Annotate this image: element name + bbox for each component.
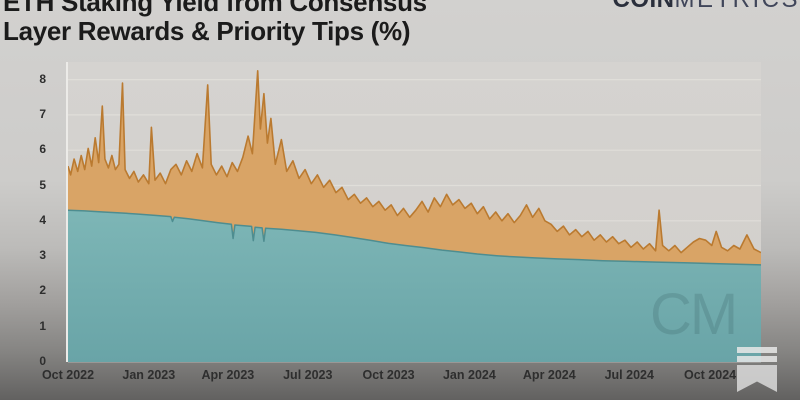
y-axis-label-2: 2 <box>39 283 46 298</box>
consensus-area <box>68 210 761 362</box>
bookmark-ribbon <box>737 365 777 392</box>
y-axis-label-4: 4 <box>39 212 46 227</box>
logo-text-metrics: METRICS <box>675 0 800 13</box>
cm-watermark: CM <box>650 282 738 347</box>
y-axis-label-8: 8 <box>39 71 46 86</box>
staking-yield-area-chart <box>68 70 761 362</box>
tips-line <box>68 70 761 254</box>
x-axis-label-jan-2024: Jan 2024 <box>442 368 496 382</box>
bookmark-bar-1 <box>737 347 777 353</box>
x-axis-label-oct-2023: Oct 2023 <box>362 368 415 382</box>
x-axis-label-oct-2024: Oct 2024 <box>683 368 737 382</box>
x-axis-label-jul-2024: Jul 2024 <box>604 368 654 382</box>
chart-title-line1: ETH Staking Yield from Consensus <box>3 0 427 17</box>
y-axis-label-3: 3 <box>39 248 46 263</box>
bookmark-icon[interactable] <box>737 347 777 393</box>
bookmark-bar-2 <box>737 356 777 362</box>
y-axis-label-7: 7 <box>39 106 46 121</box>
x-axis-label-apr-2023: Apr 2023 <box>201 368 255 382</box>
chart-title-line2: Layer Rewards & Priority Tips (%) <box>3 16 411 46</box>
chart-title: ETH Staking Yield from Consensus Layer R… <box>3 0 523 46</box>
x-axis-label-apr-2024: Apr 2024 <box>522 368 576 382</box>
y-axis-label-6: 6 <box>39 142 46 157</box>
y-axis-label-5: 5 <box>39 177 46 192</box>
consensus-line <box>68 209 761 266</box>
coinmetrics-logo: COINMETRICS <box>613 0 800 12</box>
logo-text-coin: COIN <box>613 0 675 13</box>
x-axis-label-oct-2022: Oct 2022 <box>41 368 95 382</box>
x-axis-label-jul-2023: Jul 2023 <box>283 368 333 382</box>
y-axis-label-1: 1 <box>39 318 46 333</box>
y-axis-label-0: 0 <box>39 354 46 368</box>
y-axis-line <box>66 62 68 362</box>
plot-area <box>68 62 761 363</box>
x-axis-label-jan-2023: Jan 2023 <box>122 368 176 382</box>
